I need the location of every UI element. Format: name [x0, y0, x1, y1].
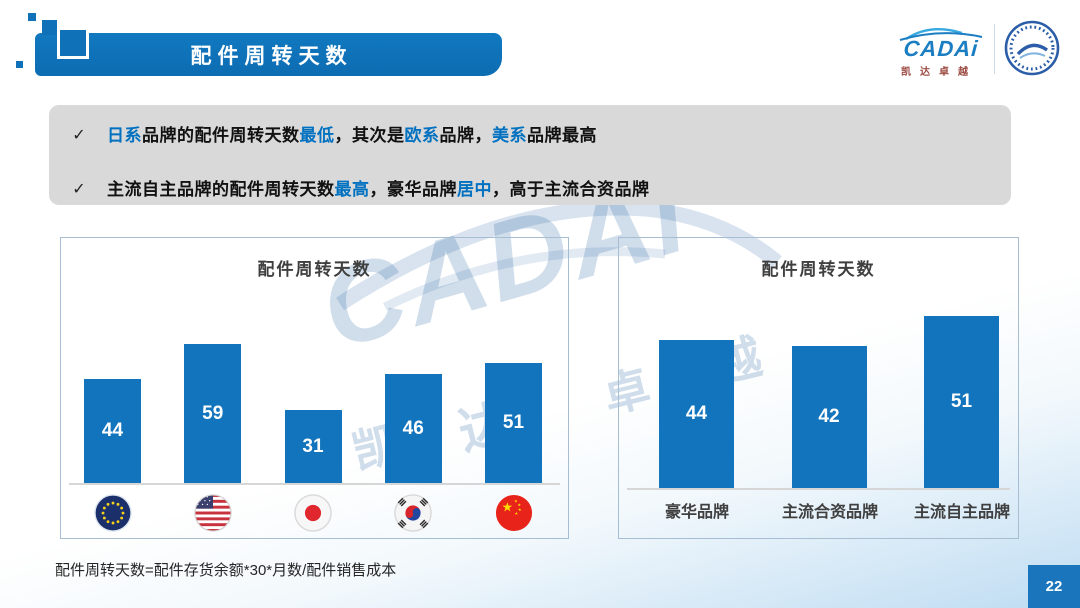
deco-square — [42, 20, 57, 35]
x-axis-line — [627, 488, 1010, 490]
bar-usa: 59 — [184, 344, 242, 483]
category-label: 主流合资品牌 — [781, 504, 878, 521]
bar-value-label: 31 — [302, 435, 324, 457]
category-label: 主流自主品牌 — [913, 504, 1010, 521]
bar-eu: 44 — [84, 379, 141, 483]
category-label: 豪华品牌 — [664, 504, 729, 521]
china-flag-icon — [495, 494, 532, 532]
association-badge-icon — [1004, 20, 1060, 76]
bar-value-label: 51 — [502, 412, 525, 433]
formula-footnote: 配件周转天数=配件存货余额*30*月数/配件销售成本 — [55, 562, 397, 579]
bar-value-label: 42 — [818, 406, 840, 427]
bar-china: 51 — [485, 363, 542, 483]
right-chart-bars: 44 42 51 — [659, 316, 999, 488]
left-chart-bars: 44 59 31 46 51 — [84, 344, 542, 483]
bar-value-label: 59 — [202, 402, 224, 424]
bar-value-label: 51 — [950, 391, 973, 412]
cadai-logo-subtitle: 凯达卓越 — [901, 67, 977, 78]
bar-japan: 31 — [284, 410, 342, 483]
cadai-car-icon — [899, 27, 983, 41]
page-number-badge: 22 — [1028, 565, 1080, 608]
logo-area: CADAi 凯达卓越 — [895, 0, 1080, 90]
flag-axis-labels — [84, 494, 542, 532]
bar-mainstream-jv: 42 — [791, 346, 867, 488]
checkmark-icon: ✓ — [72, 181, 86, 198]
bar-korea: 46 — [384, 374, 442, 483]
korea-flag-icon — [394, 494, 433, 532]
bullet-text: 日系品牌的配件周转天数最低，其次是欧系品牌，美系品牌最高 — [107, 126, 597, 145]
deco-square — [57, 27, 89, 59]
eu-flag-icon — [93, 494, 132, 532]
key-findings-box: ✓ 日系品牌的配件周转天数最低，其次是欧系品牌，美系品牌最高 ✓ 主流自主品牌的… — [49, 105, 1011, 205]
chart-panel-by-segment: 配件周转天数 44 42 51 豪华品牌 主流合资品牌 主流自主品牌 — [618, 237, 1019, 539]
checkmark-icon: ✓ — [72, 127, 86, 144]
chart-title: 配件周转天数 — [257, 260, 372, 279]
japan-flag-icon — [294, 494, 332, 532]
logo-divider — [994, 24, 995, 74]
deco-square — [16, 61, 23, 68]
chart-panel-by-country: 配件周转天数 44 59 31 46 51 — [60, 237, 569, 539]
bar-value-label: 46 — [402, 417, 424, 439]
bullet-item: ✓ 主流自主品牌的配件周转天数最高，豪华品牌居中，高于主流合资品牌 — [49, 179, 650, 201]
bar-value-label: 44 — [685, 403, 708, 424]
page-title: 配件周转天数 — [190, 44, 353, 68]
deco-square — [28, 13, 36, 21]
bullet-item: ✓ 日系品牌的配件周转天数最低，其次是欧系品牌，美系品牌最高 — [49, 125, 597, 147]
usa-flag-icon — [194, 494, 232, 532]
bullet-text: 主流自主品牌的配件周转天数最高，豪华品牌居中，高于主流合资品牌 — [107, 180, 650, 199]
bar-luxury: 44 — [659, 340, 734, 488]
cadai-logo-text: CADAi — [902, 36, 980, 61]
title-banner: 配件周转天数 — [35, 33, 502, 76]
chart-title: 配件周转天数 — [761, 260, 876, 279]
bar-value-label: 44 — [101, 420, 124, 441]
x-axis-line — [69, 483, 560, 485]
bar-mainstream-domestic: 51 — [924, 316, 999, 488]
